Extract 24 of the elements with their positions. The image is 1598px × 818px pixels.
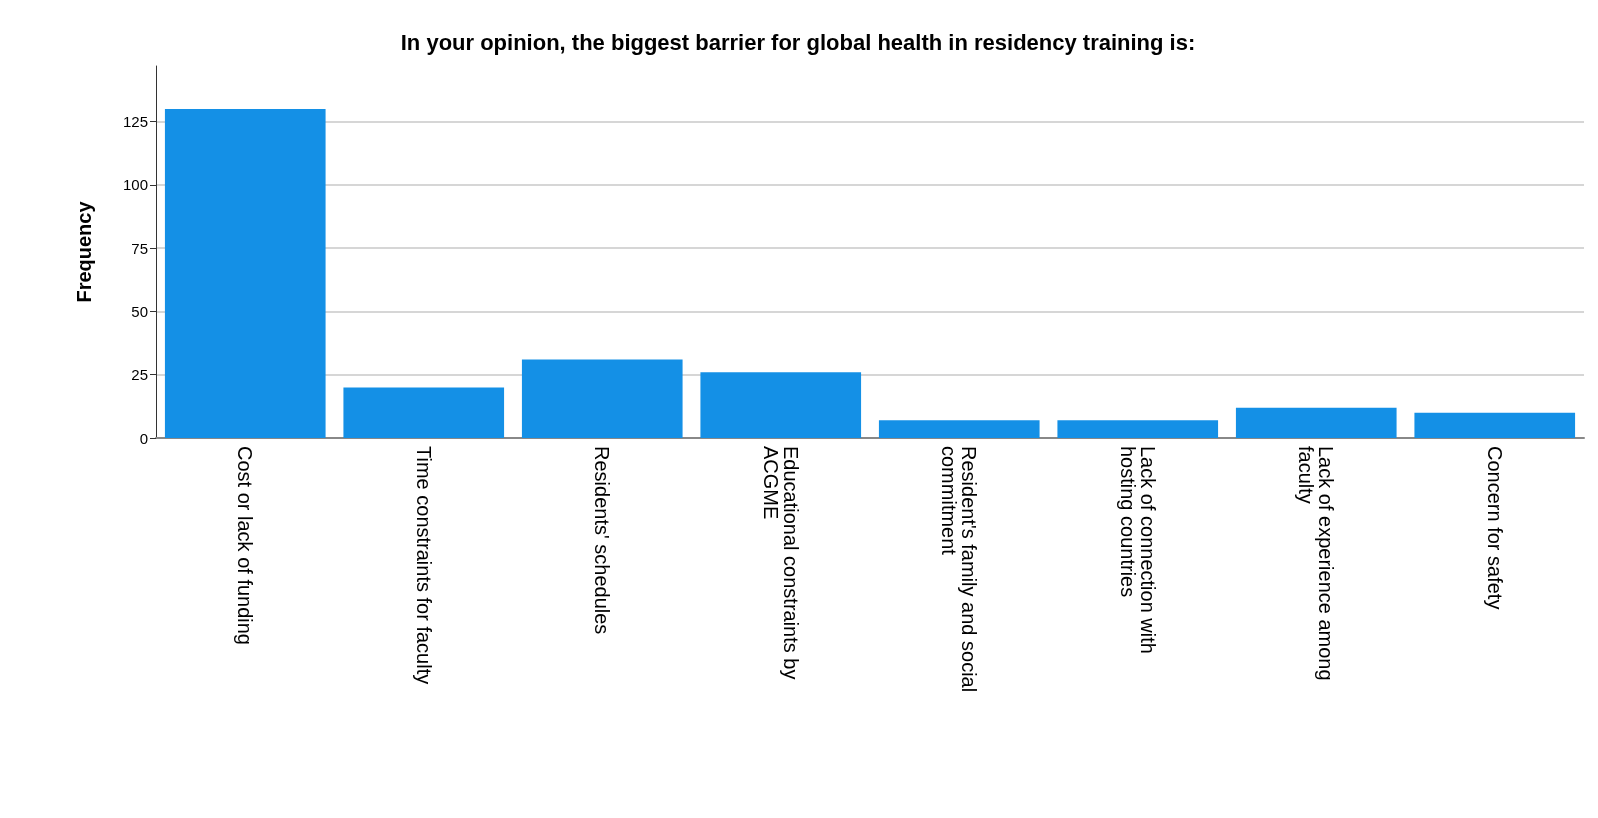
bar xyxy=(700,372,862,438)
x-tick-label: Lack of connection with hosting countries xyxy=(1116,446,1159,660)
chart-title: In your opinion, the biggest barrier for global health in residency training is: xyxy=(400,29,1196,55)
x-tick-label: Resident's family and social commitment xyxy=(938,446,981,698)
y-tick-label: 50 xyxy=(131,302,148,320)
bar xyxy=(164,109,326,438)
y-tick-label: 0 xyxy=(139,429,148,447)
bar xyxy=(1235,407,1397,438)
bar xyxy=(343,387,505,438)
y-axis-title: Frequency xyxy=(73,200,95,303)
y-tick-label: 75 xyxy=(131,239,148,257)
y-tick-label: 100 xyxy=(122,176,148,194)
x-tick-label: Cost or lack of funding xyxy=(234,446,257,645)
x-tick-label: Concern for safety xyxy=(1483,446,1506,610)
bar xyxy=(1057,420,1219,438)
x-tick-label: Residents' schedules xyxy=(591,446,614,635)
bar xyxy=(1414,412,1576,438)
y-tick-label: 125 xyxy=(122,113,148,131)
bar xyxy=(521,359,683,438)
x-tick-label: Time constraints for faculty xyxy=(412,446,435,685)
y-tick-label: 25 xyxy=(131,366,148,384)
bar xyxy=(878,420,1040,438)
x-tick-label: Educational constraints by ACGME xyxy=(759,446,802,686)
x-tick-label: Lack of experience among faculty xyxy=(1295,446,1338,687)
